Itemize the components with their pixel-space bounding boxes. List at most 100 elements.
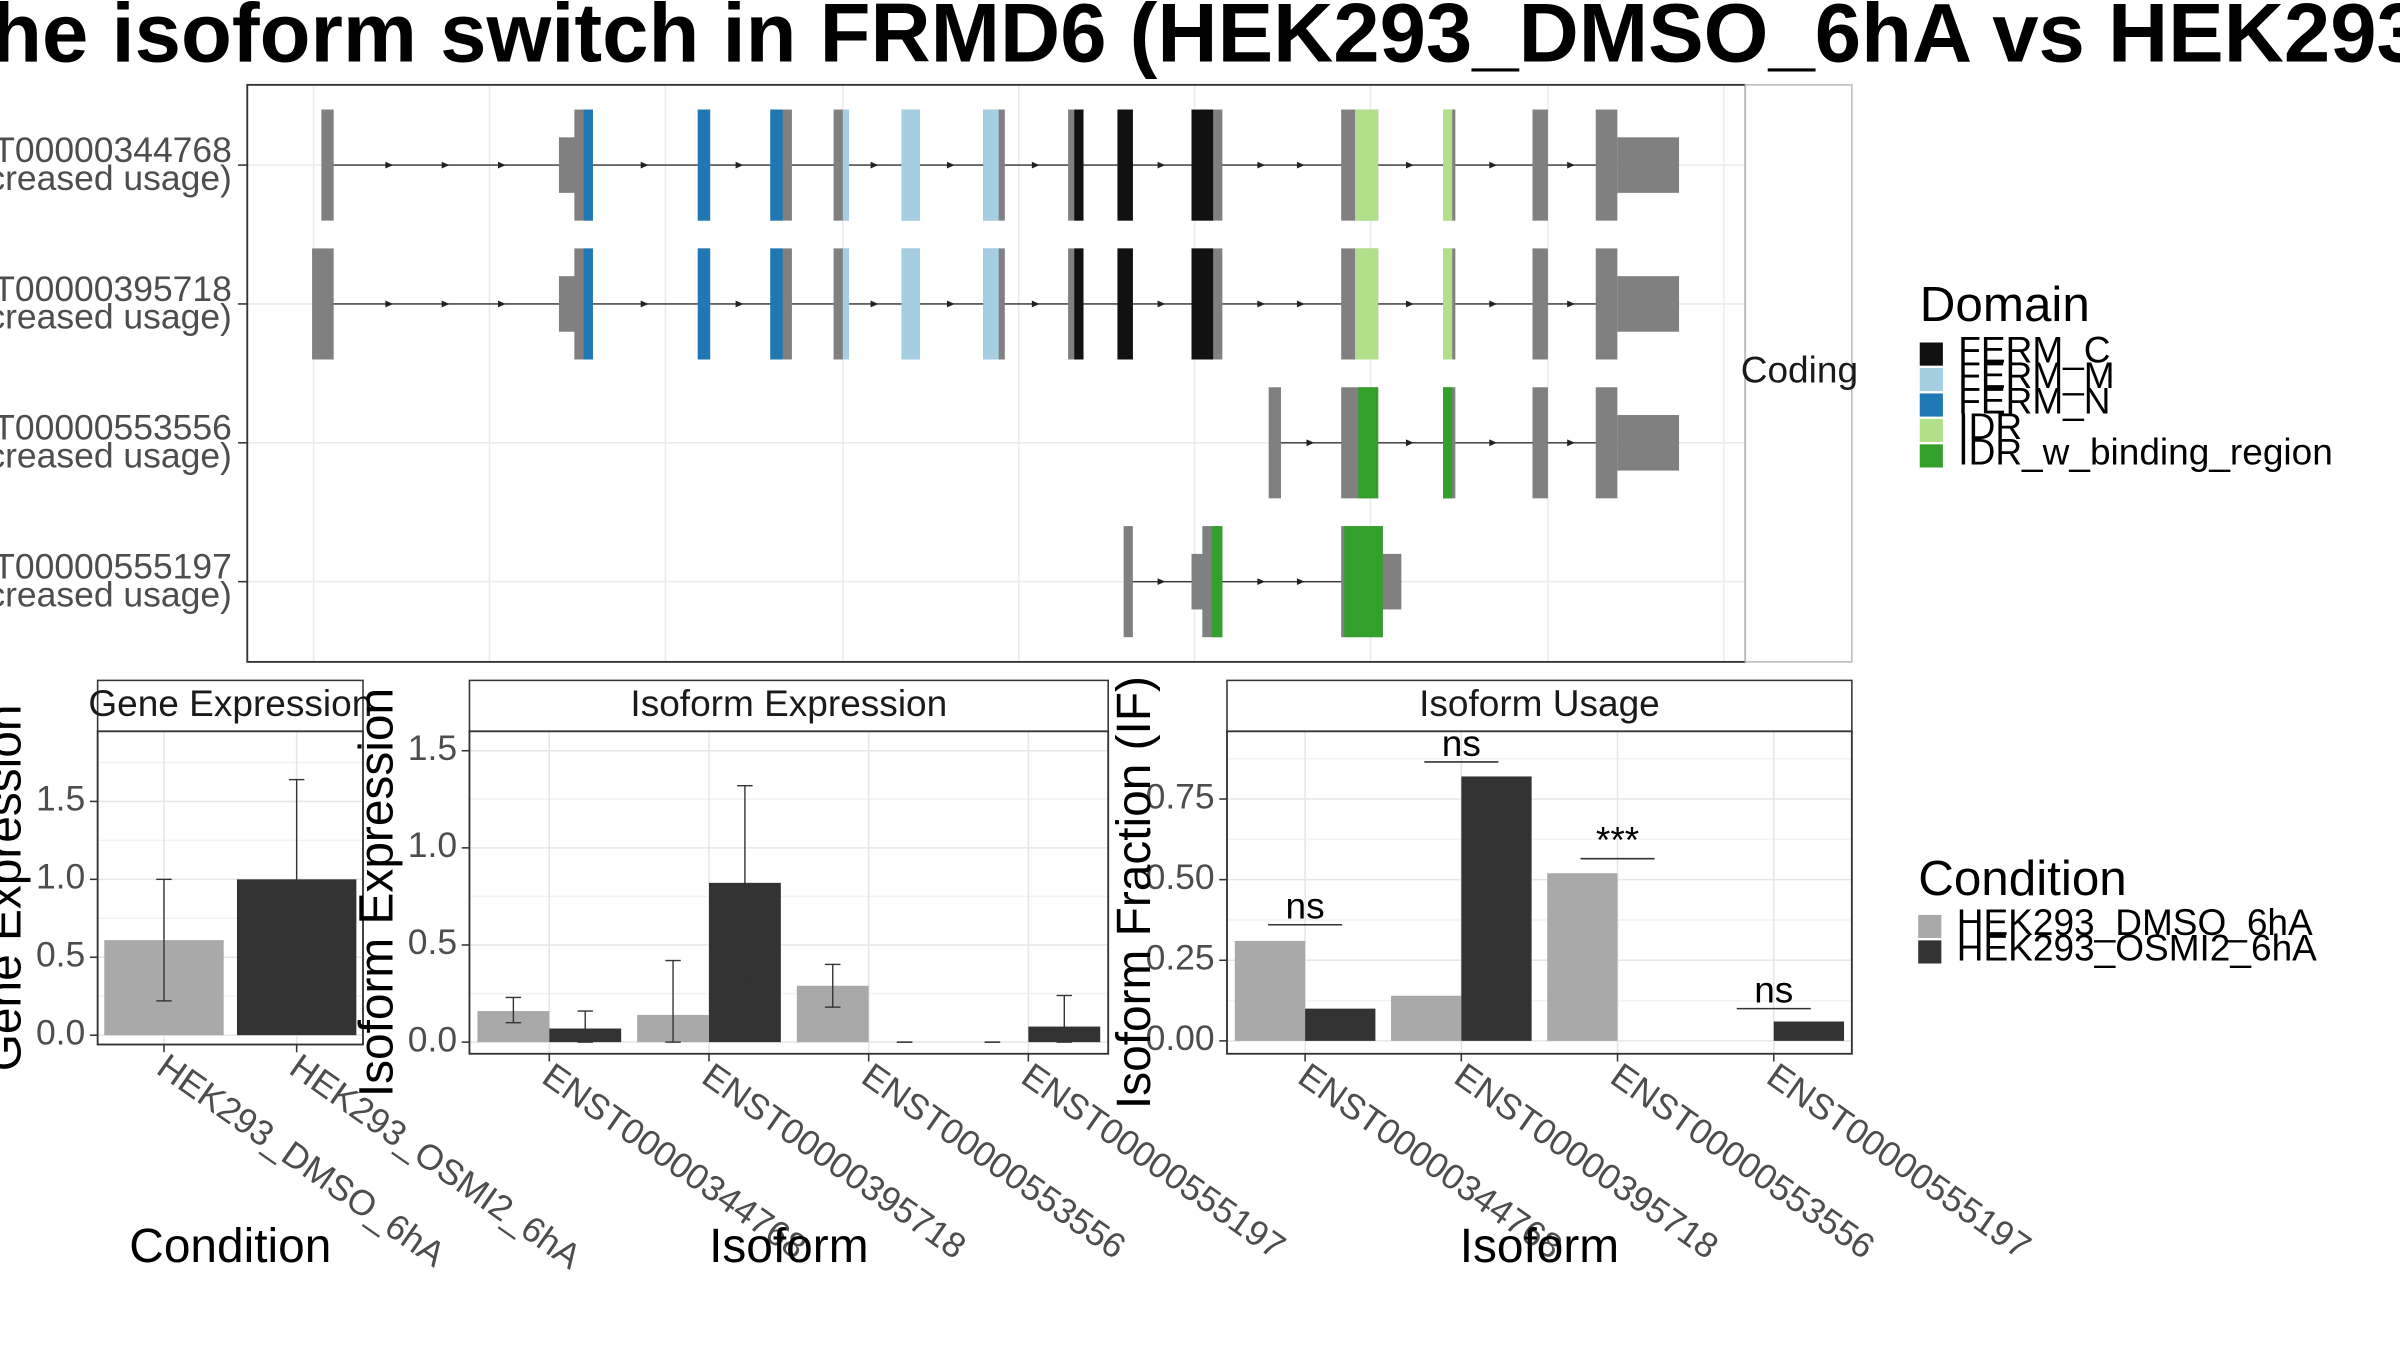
y-tick-label: 0.75 xyxy=(1146,776,1215,816)
y-tick-label: 0.5 xyxy=(408,922,457,962)
exon xyxy=(1617,137,1680,193)
domain-FERM_C xyxy=(1191,109,1214,221)
legend-label-HEK293_OSMI2_6hA: HEK293_OSMI2_6hA xyxy=(1957,926,2317,968)
transcript-id-label: ENST00000553556 xyxy=(0,408,232,448)
plot-border xyxy=(1226,730,1853,1055)
domain-FERM_M xyxy=(983,248,999,360)
facet-label-coding: Coding xyxy=(1741,349,1858,391)
direction-arrow xyxy=(946,161,955,169)
direction-arrow xyxy=(1296,161,1305,169)
domain-FERM_N xyxy=(770,248,783,360)
exon xyxy=(1532,248,1548,360)
y-tick-label: 0.0 xyxy=(408,1019,457,1059)
y-tick-label: 0.0 xyxy=(36,1012,85,1052)
transcript-id-label: ENST00000555197 xyxy=(0,547,232,587)
x-axis-title: Condition xyxy=(129,1220,331,1273)
legend-swatch-IDR xyxy=(1919,418,1943,443)
transcript-usage-label: (Increased usage) xyxy=(0,574,232,614)
transcript-ENST00000344768 xyxy=(321,109,1680,221)
significance-label: ns xyxy=(1286,885,1325,927)
exon xyxy=(1617,415,1680,471)
y-axis-title: Gene Expression xyxy=(0,705,31,1072)
direction-arrow xyxy=(735,161,744,169)
transcript-structure-panel: ENST00000344768(Decreased usage)ENST0000… xyxy=(0,83,1858,663)
direction-arrow xyxy=(1157,300,1166,308)
domain-FERM_C xyxy=(1117,248,1133,360)
direction-arrow xyxy=(441,161,450,169)
direction-arrow xyxy=(735,300,744,308)
domain-FERM_M xyxy=(901,248,920,360)
exon xyxy=(1595,387,1618,499)
exon xyxy=(558,137,578,193)
facet-strip-coding xyxy=(1744,84,1853,663)
exon xyxy=(1595,109,1618,221)
panel-title: Isoform Usage xyxy=(1419,682,1660,724)
domain-FERM_N xyxy=(697,109,711,221)
domain-FERM_M xyxy=(983,109,999,221)
domain-FERM_M xyxy=(842,248,849,360)
legend-label-HEK293_DMSO_6hA: HEK293_DMSO_6hA xyxy=(1957,901,2313,943)
plot-border xyxy=(468,730,1110,1055)
direction-arrow xyxy=(1567,300,1575,308)
direction-arrow xyxy=(1296,578,1305,586)
bar-HEK293_DMSO_6hA-ENST00000344768 xyxy=(1234,940,1306,1041)
y-tick-label: 0.5 xyxy=(36,935,85,975)
transcript-usage-label: (Decreased usage) xyxy=(0,435,232,475)
exon xyxy=(1617,276,1680,332)
exon xyxy=(321,109,334,221)
plot-background xyxy=(469,731,1109,1054)
direction-arrow xyxy=(1489,439,1497,447)
direction-arrow xyxy=(640,300,649,308)
transcript-ENST00000395718 xyxy=(312,248,1680,360)
direction-arrow xyxy=(385,161,394,169)
domain-FERM_C xyxy=(1074,248,1084,360)
direction-arrow xyxy=(1567,439,1575,447)
domain-IDR xyxy=(1443,248,1453,360)
direction-arrow xyxy=(441,300,450,308)
legend-label-FERM_C: FERM_C xyxy=(1958,329,2110,371)
y-tick-label: 0.00 xyxy=(1146,1018,1215,1058)
legend-swatch-HEK293_OSMI2_6hA xyxy=(1918,940,1942,964)
direction-arrow xyxy=(870,300,879,308)
exon xyxy=(1532,387,1548,499)
exon xyxy=(1595,248,1618,360)
direction-arrow xyxy=(1405,300,1414,308)
direction-arrow xyxy=(1405,161,1414,169)
legend-swatch-HEK293_DMSO_6hA xyxy=(1918,914,1942,939)
domain-FERM_M xyxy=(842,109,849,221)
bar-HEK293_OSMI2_6hA-ENST00000395718 xyxy=(1461,776,1532,1041)
domain-IDR_w_binding_region xyxy=(1211,526,1223,638)
x-tick-label: ENST00000553556 xyxy=(855,1055,1133,1266)
transcript-usage-label: (Increased usage) xyxy=(0,297,232,337)
exon xyxy=(1191,553,1204,610)
legend-swatch-IDR_w_binding_region xyxy=(1919,444,1943,468)
legend-label-FERM_M: FERM_M xyxy=(1958,354,2114,396)
panel-title: Isoform Expression xyxy=(630,682,947,724)
direction-arrow xyxy=(1031,300,1040,308)
bar-HEK293_OSMI2_6hA-ENST00000555197 xyxy=(1773,1021,1845,1041)
domain-FERM_C xyxy=(1191,248,1214,360)
direction-arrow xyxy=(1306,439,1315,447)
y-axis-title: Isoform Expression xyxy=(350,688,403,1097)
direction-arrow xyxy=(498,161,506,169)
direction-arrow xyxy=(870,161,879,169)
direction-arrow xyxy=(1257,161,1266,169)
y-tick-label: 1.0 xyxy=(408,825,457,865)
direction-arrow xyxy=(1567,161,1575,169)
panel-title: Gene Expression xyxy=(88,682,372,724)
domain-FERM_N xyxy=(583,248,593,360)
domain-IDR xyxy=(1355,109,1379,221)
direction-arrow xyxy=(1157,161,1166,169)
exon xyxy=(558,276,578,332)
exon xyxy=(1381,553,1402,610)
domain-IDR_w_binding_region xyxy=(1443,387,1453,499)
significance-label: ns xyxy=(1442,722,1481,764)
legend-label-FERM_N: FERM_N xyxy=(1958,379,2110,421)
significance-label: *** xyxy=(1596,819,1639,861)
bar-HEK293_DMSO_6hA-ENST00000553556 xyxy=(1547,873,1618,1041)
domain-FERM_C xyxy=(1117,109,1133,221)
legend-swatch-FERM_N xyxy=(1919,393,1943,417)
exon xyxy=(1532,109,1548,221)
